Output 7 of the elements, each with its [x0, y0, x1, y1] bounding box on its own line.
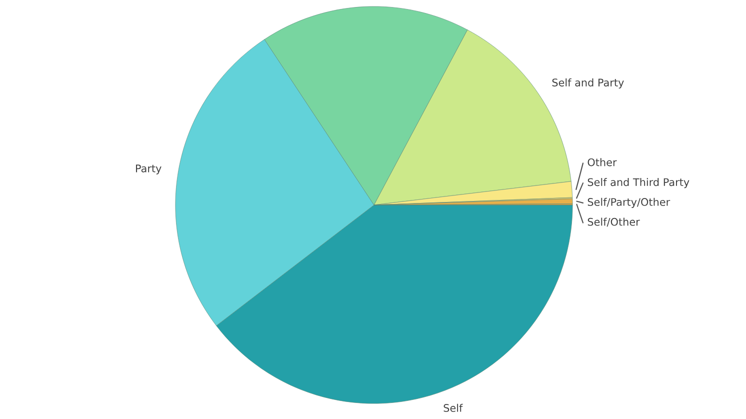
slice-label: Self and Third Party: [588, 178, 690, 188]
slice-label: Party: [136, 164, 162, 174]
slice-label: Self: [444, 404, 463, 412]
slice-label: Self/Other: [588, 218, 640, 227]
slice-label: Self and Party: [552, 78, 624, 88]
slice-label: Self/Party/Other: [588, 198, 670, 208]
slice-label: Other: [588, 158, 617, 166]
